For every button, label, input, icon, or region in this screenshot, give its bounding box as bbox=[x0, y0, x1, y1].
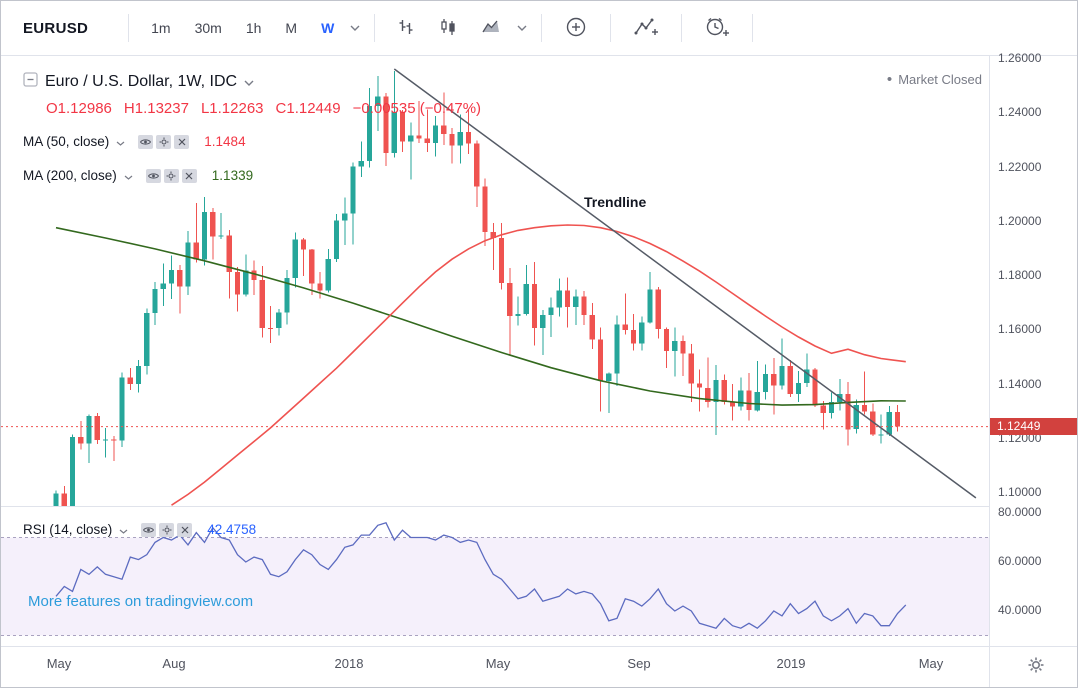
time-axis-label: 2018 bbox=[334, 656, 364, 671]
chart-settings-button[interactable] bbox=[1025, 654, 1047, 679]
market-status-dot: • bbox=[886, 70, 893, 88]
interval-1h[interactable]: 1h bbox=[243, 18, 265, 38]
ma50-value: 1.1484 bbox=[204, 134, 246, 149]
circle-plus-icon bbox=[564, 15, 588, 42]
rsi-tick-label: 80.0000 bbox=[998, 505, 1042, 519]
indicators-button[interactable] bbox=[630, 12, 662, 45]
area-chart-icon bbox=[481, 18, 501, 39]
gear-icon[interactable] bbox=[159, 522, 175, 537]
change-value: −0.00535 (−0.47%) bbox=[352, 100, 482, 117]
time-axis-label: May bbox=[485, 656, 511, 671]
chart-style-area-button[interactable] bbox=[478, 15, 504, 42]
eye-icon[interactable] bbox=[138, 134, 154, 149]
time-axis-label: May bbox=[46, 656, 72, 671]
price-tick-label: 1.10000 bbox=[998, 485, 1042, 499]
toolbar-separator bbox=[752, 14, 754, 42]
ma200-legend-row: MA (200, close) 1.1339 bbox=[23, 168, 253, 183]
ma50-controls bbox=[138, 134, 190, 149]
time-axis-label: May bbox=[918, 656, 944, 671]
price-axis[interactable]: 1.26000 1.24000 1.22000 1.20000 1.18000 1.160… bbox=[990, 51, 1077, 646]
alarm-clock-plus-icon bbox=[704, 15, 730, 42]
rsi-chevron-down-icon[interactable] bbox=[119, 522, 128, 537]
market-status: • Market Closed bbox=[886, 70, 982, 88]
gear-icon[interactable] bbox=[163, 168, 179, 183]
time-axis-label: 2019 bbox=[776, 656, 806, 671]
interval-1m[interactable]: 1m bbox=[148, 18, 173, 38]
candles-chart-icon bbox=[439, 18, 457, 39]
ma200-controls bbox=[145, 168, 197, 183]
chart-style-candles-button[interactable] bbox=[436, 15, 460, 42]
open-value: O1.12986 bbox=[46, 100, 112, 117]
add-alert-button[interactable] bbox=[701, 12, 733, 45]
close-icon[interactable] bbox=[181, 168, 197, 183]
close-icon[interactable] bbox=[174, 134, 190, 149]
interval-M[interactable]: M bbox=[282, 18, 300, 38]
ma50-label: MA (50, close) bbox=[23, 134, 110, 149]
rsi-label: RSI (14, close) bbox=[23, 522, 113, 537]
ma50-chevron-down-icon[interactable] bbox=[116, 134, 125, 149]
rsi-legend-row: RSI (14, close) 42.4758 bbox=[23, 522, 256, 537]
toolbar-separator bbox=[374, 14, 376, 42]
price-tick-label: 1.14000 bbox=[998, 376, 1042, 391]
close-icon[interactable] bbox=[177, 522, 193, 537]
tradingview-promo-link[interactable]: More features on tradingview.com bbox=[28, 593, 254, 610]
toolbar-separator bbox=[610, 14, 612, 42]
price-tick-label: 1.26000 bbox=[998, 51, 1042, 65]
title-chevron-down-icon[interactable] bbox=[244, 73, 254, 91]
ma50-legend-row: MA (50, close) 1.1484 bbox=[23, 134, 246, 149]
chart-toolbar: EURUSD 1m 30m 1h M W bbox=[1, 1, 1077, 56]
rsi-controls bbox=[141, 522, 193, 537]
time-axis-label: Aug bbox=[162, 656, 186, 671]
price-axis-border bbox=[989, 56, 990, 687]
market-status-label: Market Closed bbox=[898, 72, 982, 87]
time-axis-label: Sep bbox=[627, 656, 651, 671]
bars-chart-icon bbox=[397, 18, 415, 39]
compare-button[interactable] bbox=[561, 12, 591, 45]
eye-icon[interactable] bbox=[145, 168, 161, 183]
last-price-badge: 1.12449 bbox=[990, 417, 1077, 435]
toolbar-separator bbox=[541, 14, 543, 42]
interval-W[interactable]: W bbox=[318, 18, 337, 38]
price-tick-label: 1.20000 bbox=[998, 213, 1042, 228]
main-legend-row: Euro / U.S. Dollar, 1W, IDC bbox=[23, 72, 254, 92]
ma200-value: 1.1339 bbox=[211, 168, 254, 183]
chart-style-bars-button[interactable] bbox=[394, 15, 418, 42]
rsi-chart[interactable] bbox=[1, 507, 989, 646]
ohlc-values: O1.12986 H1.13237 L1.12263 C1.12449 −0.0… bbox=[46, 100, 481, 117]
close-value: C1.12449 bbox=[275, 100, 341, 117]
rsi-tick-label: 60.0000 bbox=[998, 554, 1042, 568]
pane-separator[interactable] bbox=[1, 506, 1077, 507]
rsi-tick-label: 40.0000 bbox=[998, 603, 1042, 617]
price-tick-label: 1.16000 bbox=[998, 322, 1042, 337]
high-value: H1.13237 bbox=[123, 100, 189, 117]
price-tick-label: 1.18000 bbox=[998, 268, 1042, 282]
chart-style-chevron-down-icon[interactable] bbox=[517, 25, 527, 31]
time-axis-separator bbox=[1, 646, 1077, 647]
indicators-icon bbox=[633, 15, 659, 42]
gear-icon[interactable] bbox=[156, 134, 172, 149]
symbol-button[interactable]: EURUSD bbox=[23, 19, 89, 37]
trendline-annotation-label[interactable]: Trendline bbox=[584, 194, 647, 210]
rsi-value: 42.4758 bbox=[207, 522, 257, 537]
ma200-chevron-down-icon[interactable] bbox=[124, 168, 133, 183]
interval-chevron-down-icon[interactable] bbox=[350, 25, 360, 31]
chart-title[interactable]: Euro / U.S. Dollar, 1W, IDC bbox=[45, 73, 238, 90]
price-tick-label: 1.24000 bbox=[998, 105, 1042, 120]
gear-icon bbox=[1027, 657, 1045, 677]
toolbar-separator bbox=[681, 14, 683, 42]
toolbar-separator bbox=[128, 14, 130, 42]
low-value: L1.12263 bbox=[200, 100, 264, 117]
collapse-legend-icon[interactable] bbox=[23, 72, 38, 92]
candlestick-chart[interactable] bbox=[1, 56, 989, 506]
interval-30m[interactable]: 30m bbox=[192, 18, 225, 38]
time-axis[interactable]: May Aug 2018 May Sep 2019 May bbox=[1, 647, 989, 687]
eye-icon[interactable] bbox=[141, 522, 157, 537]
ma200-label: MA (200, close) bbox=[23, 168, 117, 183]
price-tick-label: 1.22000 bbox=[998, 159, 1042, 174]
